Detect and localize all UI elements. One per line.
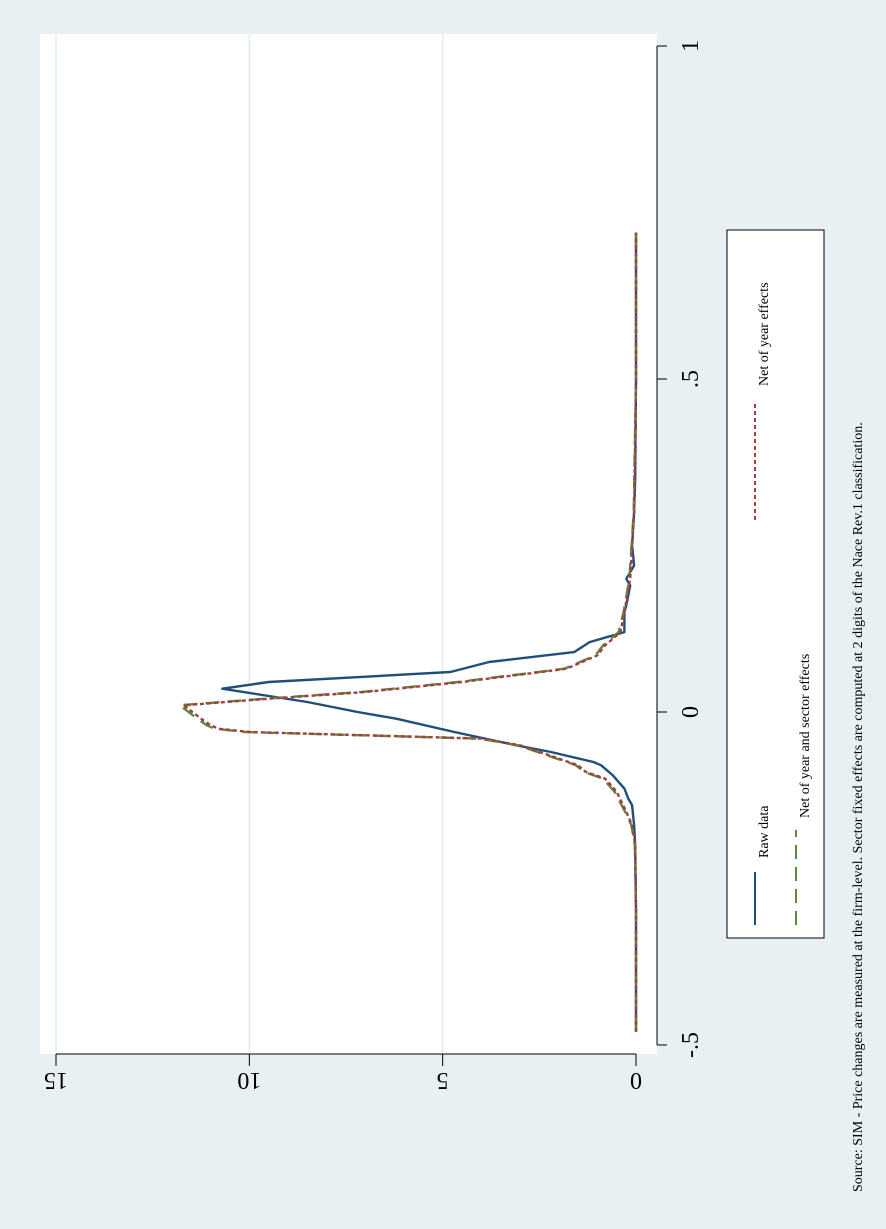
legend-label-raw: Raw data (757, 805, 772, 858)
y-tick-label: 10 (237, 1067, 261, 1093)
legend-box (726, 229, 825, 939)
series-line-sector (178, 232, 638, 1032)
y-tick-label: 15 (44, 1067, 68, 1093)
legend-label-sector: Net of year and sector effects (798, 654, 813, 818)
x-tick-label: -.5 (678, 1032, 704, 1058)
series-group (178, 232, 638, 1032)
series-line-year (182, 232, 638, 1032)
x-tick-label: 1 (678, 40, 704, 52)
source-note: Source: SIM - Price changes are measured… (851, 422, 866, 1192)
y-tick-label: 0 (630, 1067, 642, 1093)
legend: Raw data Net of year effects Net of year… (726, 229, 825, 939)
plot-area (40, 34, 657, 1054)
legend-label-year: Net of year effects (757, 282, 772, 386)
x-tick-label: 0 (678, 706, 704, 718)
grid-lines (55, 34, 444, 1054)
y-tick-label: 5 (437, 1067, 449, 1093)
x-tick-label: .5 (678, 370, 704, 388)
